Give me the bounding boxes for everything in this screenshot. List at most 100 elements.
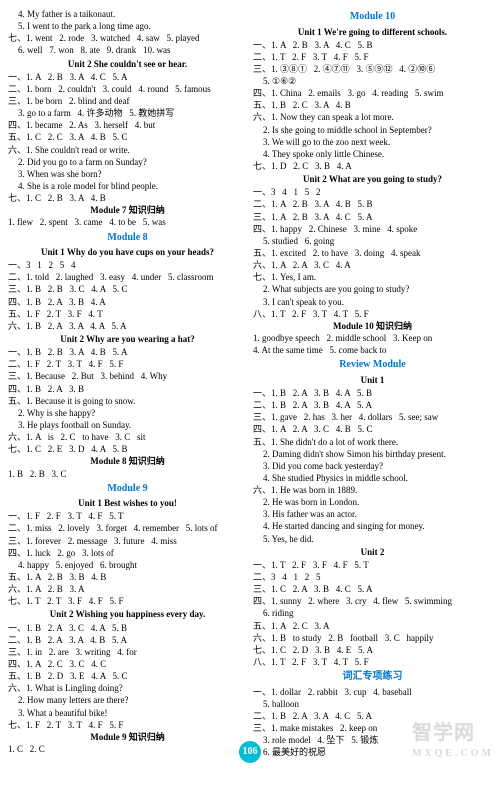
text-line: 七、1. C 2. D 3. B 4. E 5. A <box>253 644 492 656</box>
text-line: 4. He started dancing and singing for mo… <box>253 520 492 532</box>
left-column: 4. My father is a taikonaut.5. I went to… <box>8 8 247 759</box>
text-line: 2. Why is she happy? <box>8 407 247 419</box>
text-line: 1. C 2. C <box>8 743 247 755</box>
text-line: 2. He was born in London. <box>253 496 492 508</box>
text-line: Module 9 <box>8 482 247 496</box>
text-line: 五、1. C 2. C 3. A 4. B 5. C <box>8 131 247 143</box>
text-line: 4. They spoke only little Chinese. <box>253 148 492 160</box>
text-line: 三、1. be born 2. blind and deaf <box>8 95 247 107</box>
text-line: 六、1. B 2. A 3. A 4. A 5. A <box>8 320 247 332</box>
text-line: 一、1. T 2. F 3. F 4. F 5. T <box>253 559 492 571</box>
text-line: 3. What a beautiful bike! <box>8 707 247 719</box>
text-line: 四、1. became 2. As 3. herself 4. but <box>8 119 247 131</box>
text-line: 三、1. forever 2. message 3. future 4. mis… <box>8 535 247 547</box>
text-line: Unit 2 She couldn't see or hear. <box>8 58 247 70</box>
text-line: 三、1. Because 2. But 3. behind 4. Why <box>8 370 247 382</box>
text-line: 四、1. luck 2. go 3. lots of <box>8 547 247 559</box>
text-line: Module 9 知识归纳 <box>8 731 247 743</box>
text-line: 2. Daming didn't show Simon his birthday… <box>253 448 492 460</box>
text-line: 5. studied 6. going <box>253 235 492 247</box>
text-line: 5. I went to the park a long time ago. <box>8 20 247 32</box>
text-line: 一、3 4 1 5 2 <box>253 186 492 198</box>
text-line: 五、1. F 2. T 3. F 4. T <box>8 308 247 320</box>
text-line: 一、1. dollar 2. rabbit 3. cup 4. baseball <box>253 686 492 698</box>
text-line: 一、1. A 2. B 3. A 4. C 5. A <box>8 71 247 83</box>
text-line: 三、1. B 2. B 3. C 4. A 5. C <box>8 283 247 295</box>
text-line: 一、1. A 2. B 3. A 4. C 5. B <box>253 39 492 51</box>
text-line: 3. I can't speak to you. <box>253 296 492 308</box>
text-line: 四、1. A 2. A 3. C 4. B 5. C <box>253 423 492 435</box>
text-line: 二、1. born 2. couldn't 3. could 4. round … <box>8 83 247 95</box>
text-line: 七、1. C 2. B 3. A 4. B <box>8 192 247 204</box>
text-line: 一、1. B 2. B 3. A 4. B 5. A <box>8 346 247 358</box>
text-line: 3. We will go to the zoo next week. <box>253 136 492 148</box>
text-line: 七、1. T 2. T 3. F 4. F 5. F <box>8 595 247 607</box>
watermark: 智学网 MXQE.COM <box>412 720 494 761</box>
text-line: 七、1. Yes, I am. <box>253 271 492 283</box>
text-line: 六、1. What is Lingling doing? <box>8 682 247 694</box>
text-line: Unit 2 Why are you wearing a hat? <box>8 333 247 345</box>
text-line: 二、1. B 2. A 3. B 4. A 5. A <box>253 399 492 411</box>
text-line: 三、1. in 2. are 3. writing 4. for <box>8 646 247 658</box>
text-line: 2. Is she going to middle school in Sept… <box>253 124 492 136</box>
text-line: 二、3 4 1 2 5 <box>253 571 492 583</box>
text-line: 5. ①⑥② <box>253 75 492 87</box>
watermark-main: 智学网 <box>412 722 475 744</box>
text-line: 六、1. A is 2. C to have 3. C sit <box>8 431 247 443</box>
text-line: 七、1. went 2. rode 3. watched 4. saw 5. p… <box>8 32 247 44</box>
text-line: 2. Did you go to a farm on Sunday? <box>8 156 247 168</box>
text-line: Unit 2 What are you going to study? <box>253 173 492 185</box>
text-line: Unit 1 <box>253 374 492 386</box>
text-line: 四、1. happy 2. Chinese 3. mine 4. spoke <box>253 223 492 235</box>
text-line: 二、1. miss 2. lovely 3. forget 4. remembe… <box>8 522 247 534</box>
text-line: 三、1. C 2. A 3. B 4. C 5. A <box>253 583 492 595</box>
text-line: 2. What subjects are you going to study? <box>253 283 492 295</box>
right-column: Module 10Unit 1 We're going to different… <box>253 8 492 759</box>
text-line: 四、1. China 2. emails 3. go 4. reading 5.… <box>253 87 492 99</box>
content-columns: 4. My father is a taikonaut.5. I went to… <box>8 8 492 759</box>
text-line: 二、1. told 2. laughed 3. easy 4. under 5.… <box>8 271 247 283</box>
text-line: 词汇专项练习 <box>253 670 492 684</box>
text-line: Module 8 <box>8 231 247 245</box>
text-line: Module 10 知识归纳 <box>253 320 492 332</box>
text-line: 六、1. A 2. B 3. A <box>8 583 247 595</box>
text-line: 一、1. F 2. F 3. T 4. F 5. T <box>8 510 247 522</box>
text-line: 五、1. Because it is going to snow. <box>8 395 247 407</box>
text-line: 5. balloon <box>253 698 492 710</box>
text-line: Module 7 知识归纳 <box>8 204 247 216</box>
watermark-sub: MXQE.COM <box>412 747 494 761</box>
text-line: 4. She is a role model for blind people. <box>8 180 247 192</box>
text-line: 四、1. B 2. A 3. B 4. A <box>8 296 247 308</box>
text-line: 五、1. B 2. C 3. A 4. B <box>253 99 492 111</box>
text-line: 四、1. sunny 2. where 3. cry 4. flew 5. sw… <box>253 595 492 607</box>
text-line: 6. riding <box>253 607 492 619</box>
text-line: 五、1. She didn't do a lot of work there. <box>253 436 492 448</box>
text-line: 一、1. B 2. A 3. C 4. A 5. B <box>8 622 247 634</box>
text-line: 三、1. gave 2. has 3. her 4. dollars 5. se… <box>253 411 492 423</box>
text-line: Unit 1 Best wishes to you! <box>8 497 247 509</box>
text-line: Unit 2 Wishing you happiness every day. <box>8 608 247 620</box>
text-line: 一、1. B 2. A 3. B 4. A 5. B <box>253 387 492 399</box>
text-line: 4. She studied Physics in middle school. <box>253 472 492 484</box>
text-line: 八、1. T 2. F 3. T 4. T 5. F <box>253 308 492 320</box>
text-line: 六、1. He was born in 1889. <box>253 484 492 496</box>
text-line: 八、1. T 2. F 3. T 4. T 5. F <box>253 656 492 668</box>
text-line: 5. Yes, he did. <box>253 533 492 545</box>
text-line: Unit 1 Why do you have cups on your head… <box>8 246 247 258</box>
text-line: 五、1. excited 2. to have 3. doing 4. spea… <box>253 247 492 259</box>
text-line: 1. goodbye speech 2. middle school 3. Ke… <box>253 332 492 344</box>
text-line: 三、1. ③⑧① 2. ④⑦⑪ 3. ⑤⑨⑫ 4. ②⑩⑥ <box>253 63 492 75</box>
text-line: 三、1. A 2. B 3. A 4. C 5. A <box>253 211 492 223</box>
text-line: 一、3 1 2 5 4 <box>8 259 247 271</box>
text-line: 3. Did you come back yesterday? <box>253 460 492 472</box>
text-line: 3. go to a farm 4. 许多动物 5. 教她拼写 <box>8 107 247 119</box>
page-number-badge: 106 <box>239 741 261 763</box>
text-line: 二、1. F 2. T 3. T 4. F 5. F <box>8 358 247 370</box>
text-line: 六、1. A 2. A 3. C 4. A <box>253 259 492 271</box>
text-line: 六、1. Now they can speak a lot more. <box>253 111 492 123</box>
text-line: Review Module <box>253 358 492 372</box>
text-line: 二、1. T 2. F 3. T 4. F 5. F <box>253 51 492 63</box>
text-line: 七、1. D 2. C 3. B 4. A <box>253 160 492 172</box>
text-line: 3. He plays football on Sunday. <box>8 419 247 431</box>
text-line: Module 8 知识归纳 <box>8 455 247 467</box>
